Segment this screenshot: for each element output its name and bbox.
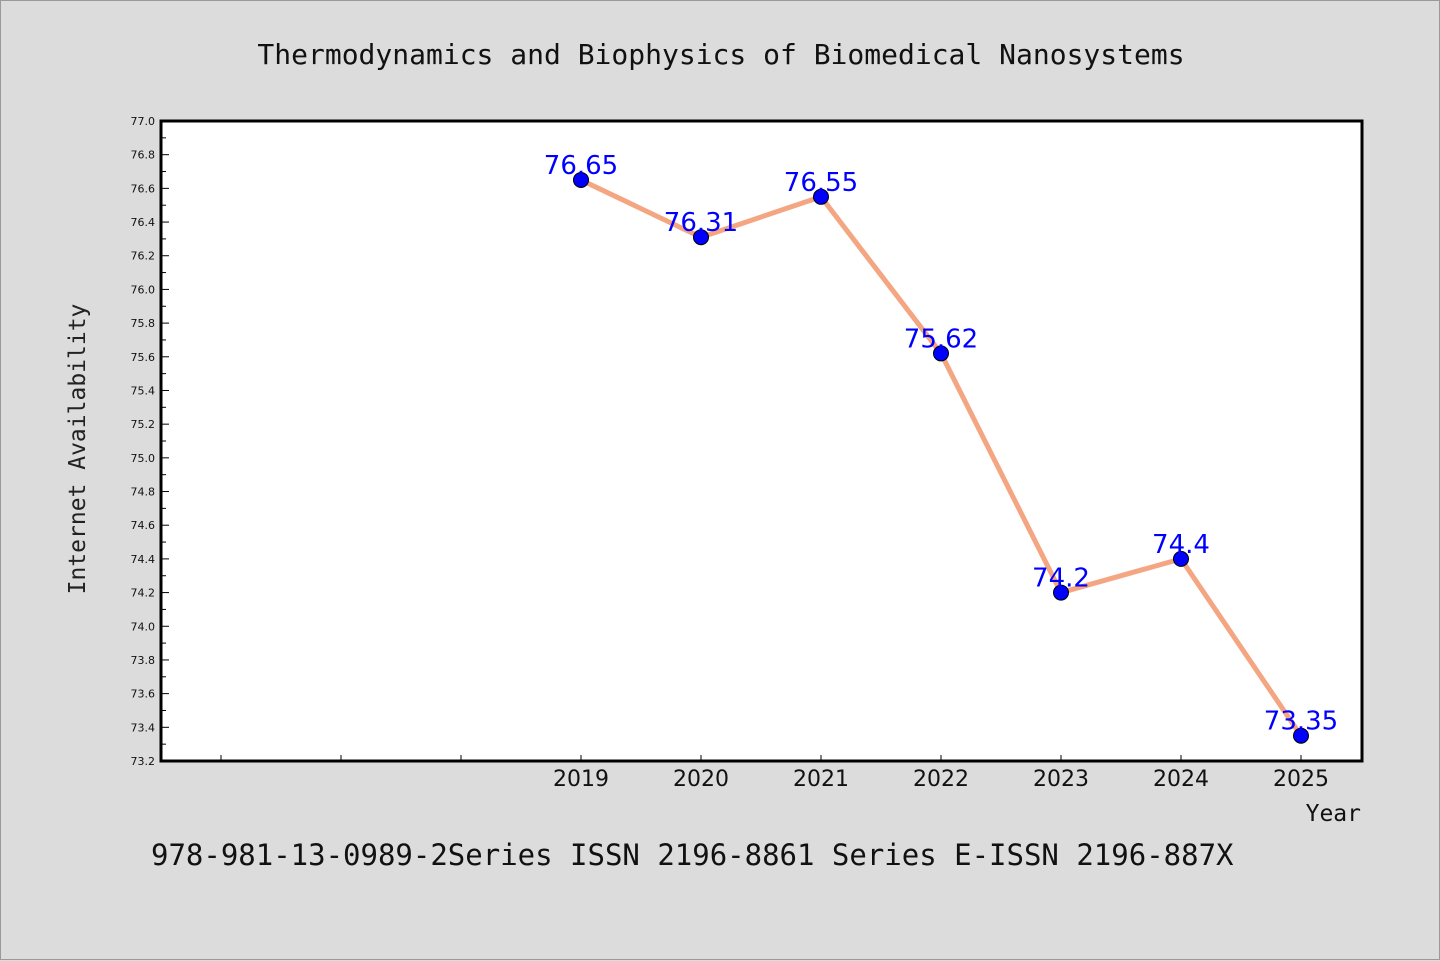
y-axis-label: Internet Availability: [65, 304, 91, 595]
y-tick-label: 74.2: [131, 587, 156, 600]
data-point-label: 74.4: [1152, 530, 1210, 560]
y-tick-label: 75.4: [131, 384, 156, 397]
x-axis-label: Year: [1306, 801, 1361, 827]
y-tick-label: 73.6: [131, 688, 156, 701]
x-tick-label: 2022: [913, 767, 969, 792]
y-tick-label: 73.8: [131, 654, 156, 667]
y-axis-ticks: 73.2 73.4 73.6 73.8 74.0 74.2 74.4 74.6 74.8 75.0…: [131, 115, 169, 768]
y-tick-label: 76.2: [131, 250, 156, 263]
data-point-label: 74.2: [1032, 564, 1090, 594]
y-tick-label: 74.4: [131, 553, 156, 566]
data-point-marker: [573, 171, 589, 188]
y-tick-label: 76.4: [131, 216, 156, 229]
data-point-label: 75.62: [904, 324, 978, 354]
x-tick-label: 2024: [1153, 767, 1209, 792]
y-tick-label: 75.0: [131, 452, 156, 465]
y-tick-label: 74.6: [131, 519, 156, 532]
y-tick-label: 77.0: [131, 115, 156, 128]
data-point-label: 76.31: [664, 208, 738, 238]
y-tick-label: 76.0: [131, 283, 156, 296]
y-tick-label: 76.6: [131, 182, 156, 195]
data-point-label: 76.55: [784, 168, 858, 198]
plot-area: [159, 119, 1364, 763]
y-tick-label: 76.8: [131, 149, 156, 162]
x-tick-label: 2019: [553, 767, 609, 792]
y-tick-label: 75.6: [131, 351, 156, 364]
series-line-group: 76.65 76.31 76.55 75.62 74.2 74.4 73.35: [544, 151, 1338, 744]
data-point-marker: [1173, 550, 1189, 567]
data-point-marker: [933, 345, 949, 362]
y-tick-label: 75.2: [131, 418, 156, 431]
data-point-marker: [813, 188, 829, 205]
footer-text: 978-981-13-0989-2Series ISSN 2196-8861 S…: [151, 838, 1234, 872]
y-tick-label: 75.8: [131, 317, 156, 330]
y-tick-label: 74.8: [131, 486, 156, 499]
x-tick-label: 2025: [1273, 767, 1329, 792]
x-tick-label: 2021: [793, 767, 849, 792]
data-point-marker: [693, 229, 709, 246]
x-tick-label: 2020: [673, 767, 729, 792]
y-tick-label: 74.0: [131, 620, 156, 633]
chart-title: Thermodynamics and Biophysics of Biomedi…: [257, 38, 1184, 71]
data-point-label: 73.35: [1264, 707, 1338, 737]
data-point-marker: [1293, 727, 1309, 744]
y-tick-label: 73.4: [131, 721, 156, 734]
y-tick-label: 73.2: [131, 755, 156, 768]
data-point-marker: [1053, 584, 1069, 601]
x-tick-label: 2023: [1033, 767, 1089, 792]
x-axis-ticks: 2019 2020 2021 2022 2023 2024 2025: [220, 755, 1329, 792]
data-point-label: 76.65: [544, 151, 618, 181]
